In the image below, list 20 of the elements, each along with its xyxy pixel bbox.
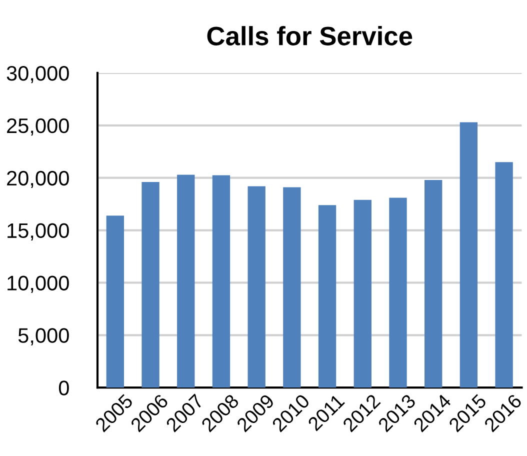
y-tick-label: 0 [58,380,69,396]
bar [354,200,372,388]
y-tick-label: 25,000 [7,118,69,136]
y-tick-label: 10,000 [8,276,69,293]
chart-title: Calls for Service [207,26,412,46]
y-tick-label: 5,000 [18,328,69,346]
y-tick-label: 20,000 [7,170,69,188]
bar [177,174,195,388]
bar [212,175,230,388]
bar [248,186,266,388]
bar [495,162,513,388]
y-tick-label: 15,000 [8,223,69,240]
bar [142,182,160,388]
bar [460,122,478,388]
bar [106,216,124,388]
bar [318,205,336,388]
bar [389,198,407,388]
bar [283,187,301,388]
y-tick-label: 30,000 [6,66,69,84]
bar [424,180,442,388]
